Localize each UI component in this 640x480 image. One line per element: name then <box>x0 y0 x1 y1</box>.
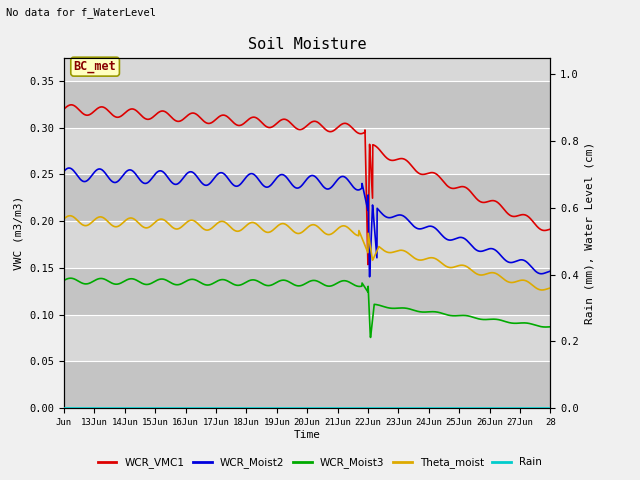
Title: Soil Moisture: Soil Moisture <box>248 37 367 52</box>
Bar <box>64 268 550 314</box>
Bar <box>64 361 550 408</box>
Legend: WCR_VMC1, WCR_Moist2, WCR_Moist3, Theta_moist, Rain: WCR_VMC1, WCR_Moist2, WCR_Moist3, Theta_… <box>93 453 547 472</box>
Bar <box>64 174 550 221</box>
X-axis label: Time: Time <box>294 430 321 440</box>
Y-axis label: VWC (m3/m3): VWC (m3/m3) <box>13 196 24 270</box>
Bar <box>64 81 550 128</box>
Text: No data for f_WaterLevel: No data for f_WaterLevel <box>6 7 156 18</box>
Y-axis label: Rain (mm), Water Level (cm): Rain (mm), Water Level (cm) <box>584 142 595 324</box>
Text: BC_met: BC_met <box>74 60 116 73</box>
